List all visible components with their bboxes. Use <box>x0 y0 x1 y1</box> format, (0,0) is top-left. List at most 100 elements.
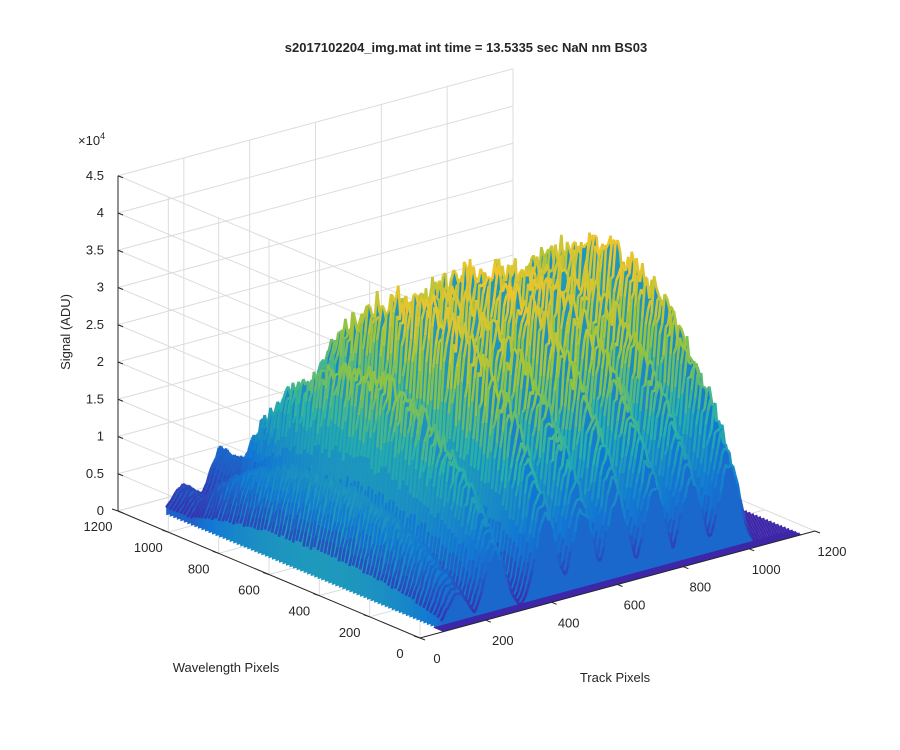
surface-crest-segment <box>185 484 190 488</box>
surface-crest-segment <box>284 493 290 502</box>
surface-crest-segment <box>245 447 251 459</box>
surface-crest-segment <box>165 503 170 509</box>
surface-crest-segment <box>237 503 243 516</box>
surface-crest-segment <box>262 477 268 487</box>
surface-crest-segment <box>319 411 325 427</box>
surface-crest-segment <box>213 504 219 514</box>
surface-crest-segment <box>230 504 236 514</box>
surface-crest-segment <box>301 401 307 428</box>
surface-crest-segment <box>313 433 319 446</box>
surface-crest-segment <box>314 444 320 477</box>
surface-crest-segment <box>193 499 199 506</box>
surface-crest-segment <box>227 482 233 493</box>
surface-crest-segment <box>196 513 202 519</box>
surface-crest-segment <box>347 353 353 368</box>
surface-crest-segment <box>188 507 194 515</box>
surface-crest-segment <box>378 305 384 323</box>
surface-crest-segment <box>209 490 215 496</box>
surface-crest-segment <box>231 471 237 477</box>
surface-crest-segment <box>249 517 255 528</box>
surface-crest-segment <box>320 368 324 373</box>
surface-crest-segment <box>182 497 188 503</box>
surface-crest-segment <box>250 493 256 508</box>
surface-crest-segment <box>280 510 286 526</box>
surface-crest-segment <box>206 492 212 500</box>
surface-crest-segment <box>241 504 247 517</box>
surface-crest-segment <box>178 489 183 495</box>
surface-crest-segment <box>245 480 250 489</box>
surface-crest-segment <box>283 399 289 415</box>
surface-crest-segment <box>221 448 226 453</box>
back-wall-grid-line <box>117 105 514 214</box>
surface-crest-segment <box>249 441 255 458</box>
surface-crest-segment <box>334 332 340 349</box>
surface-crest-segment <box>291 463 296 468</box>
surface-crest-segment <box>196 489 201 494</box>
surface-crest-segment <box>554 244 560 262</box>
surface-crest-segment <box>317 426 323 445</box>
surface-crest-segment <box>231 515 237 525</box>
surface-crest-segment <box>250 450 256 470</box>
back-wall-grid-line <box>117 217 514 326</box>
surface-crest-segment <box>316 408 322 434</box>
surface-crest-segment <box>291 382 297 392</box>
surface-crest-segment <box>271 499 277 514</box>
surface-crest-segment <box>540 246 545 257</box>
surface-crest-segment <box>269 513 275 525</box>
surface-crest-segment <box>173 497 178 503</box>
surface-crest-segment <box>243 497 249 505</box>
surface-crest-segment <box>214 510 220 520</box>
surface-crest-segment <box>286 477 291 483</box>
surface-crest-segment <box>200 511 206 519</box>
surface-crest-segment <box>259 428 265 454</box>
surface-crest-segment <box>264 444 270 458</box>
surface-crest-segment <box>182 510 188 516</box>
surface-crest-segment <box>214 491 220 499</box>
surface-crest-segment <box>205 473 211 484</box>
surface-crest-segment <box>282 470 288 481</box>
surface-crest-segment <box>235 514 241 524</box>
surface-crest-segment <box>284 413 290 438</box>
surface-crest-segment <box>309 411 314 428</box>
surface-crest-segment <box>212 476 218 487</box>
surface-crest-segment <box>189 513 195 519</box>
surface-crest-segment <box>351 347 357 362</box>
surface-crest-segment <box>191 492 196 498</box>
surface-crest-segment <box>232 474 237 479</box>
surface-crest-segment <box>300 449 306 476</box>
surface-crest-segment <box>175 492 181 500</box>
surface-crest-segment <box>236 475 242 483</box>
surface-crest-segment <box>452 269 458 275</box>
surface-crest-segment <box>267 486 273 501</box>
surface-crest-segment <box>202 505 208 513</box>
surface-crest-segment <box>279 471 284 476</box>
surface-crest-segment <box>372 320 378 344</box>
surface-crest-segment <box>203 482 209 489</box>
surface-crest-segment <box>270 521 276 534</box>
surface-crest-segment <box>182 482 186 487</box>
surface-crest-segment <box>325 378 331 400</box>
surface-crest-segment <box>186 512 191 518</box>
surface-crest-segment <box>222 498 228 505</box>
surface-crest-segment <box>198 504 203 511</box>
surface-crest-segment <box>266 481 272 490</box>
surface-crest-segment <box>247 474 253 482</box>
surface-crest-segment <box>439 275 445 305</box>
surface-crest-segment <box>221 514 227 522</box>
surface-crest-segment <box>281 436 287 449</box>
surface-crest-segment <box>245 514 251 527</box>
surface-crest-segment <box>221 487 227 499</box>
surface-crest-segment <box>212 497 217 508</box>
surface-crest-segment <box>236 456 242 462</box>
surface-crest-segment <box>307 392 313 402</box>
surface-crest-segment <box>224 513 230 522</box>
surface-crest-segment <box>291 415 297 424</box>
surface-crest-segment <box>293 389 299 417</box>
surface-crest-segment <box>201 494 205 498</box>
surface-crest-segment <box>180 500 186 506</box>
surface-crest-segment <box>275 502 281 512</box>
surface-crest-segment <box>186 496 191 502</box>
surface-crest-segment <box>229 477 235 484</box>
surface-crest-segment <box>270 489 276 502</box>
surface-crest-segment <box>227 503 233 515</box>
